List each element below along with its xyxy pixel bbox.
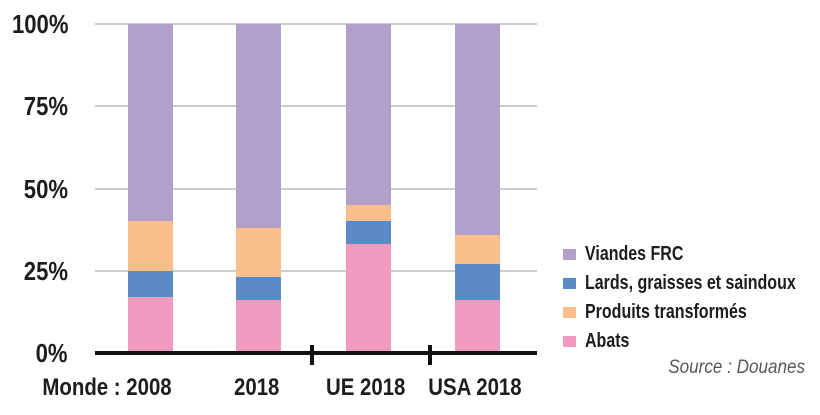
- legend-label: Lards, graisses et saindoux: [585, 272, 796, 294]
- source-note: Source : Douanes: [668, 357, 805, 378]
- bar-segment: [235, 227, 281, 278]
- legend-item: Abats: [563, 330, 820, 352]
- gridline-50: [95, 187, 537, 190]
- legend-swatch: [563, 248, 576, 260]
- x-axis-separator-tick-2: [428, 345, 432, 365]
- bar-segment: [454, 234, 500, 265]
- bar-segment: [345, 204, 391, 222]
- bar-segment: [127, 270, 173, 298]
- y-axis-label: 100%: [0, 10, 68, 38]
- bar-segment: [235, 300, 281, 353]
- bar-segment: [454, 300, 500, 353]
- chart-legend: Viandes FRC Lards, graisses et saindoux Pr…: [563, 243, 820, 359]
- y-axis-label-text: 0%: [36, 338, 68, 368]
- y-axis-label-text: 75%: [23, 91, 68, 122]
- x-axis-label-text: UE 2018: [326, 374, 406, 401]
- bar-segment: [454, 264, 500, 301]
- legend-label: Viandes FRC: [585, 243, 684, 265]
- bar-segment: [127, 24, 173, 222]
- y-axis-label: 75%: [0, 92, 68, 120]
- legend-item: Lards, graisses et saindoux: [563, 272, 820, 294]
- gridline-100: [95, 23, 537, 25]
- legend-label: Produits transformés: [585, 301, 747, 323]
- y-axis-label-text: 100%: [11, 9, 68, 39]
- legend-swatch: [563, 306, 576, 318]
- legend-swatch: [563, 335, 576, 347]
- legend-item: Viandes FRC: [563, 243, 820, 265]
- x-axis-label-text: Monde : 2008: [42, 374, 172, 401]
- bar-segment: [454, 24, 500, 235]
- x-axis-label: USA 2018: [375, 375, 575, 401]
- bar-segment: [127, 297, 173, 353]
- x-axis-label-text: 2018: [234, 374, 280, 401]
- bar-segment: [235, 24, 281, 228]
- y-axis-label: 25%: [0, 257, 68, 285]
- y-axis-label-text: 50%: [23, 173, 68, 204]
- gridline-75: [95, 105, 537, 108]
- x-axis-line: [95, 351, 537, 355]
- x-axis-label: Monde : 2008: [7, 375, 207, 401]
- legend-label: Abats: [585, 330, 630, 352]
- x-axis-label-text: USA 2018: [428, 374, 522, 401]
- bar-segment: [235, 277, 281, 301]
- legend-swatch: [563, 277, 576, 289]
- x-axis-separator-tick-1: [310, 345, 314, 365]
- bar-segment: [127, 221, 173, 271]
- y-axis-label: 50%: [0, 175, 68, 203]
- gridline-25: [95, 269, 537, 272]
- bar-segment: [345, 24, 391, 205]
- y-axis-label-text: 25%: [23, 255, 68, 286]
- legend-item: Produits transformés: [563, 301, 820, 323]
- bar-segment: [345, 221, 391, 245]
- y-axis-label: 0%: [0, 339, 68, 367]
- bar-segment: [345, 244, 391, 353]
- x-axis-label: 2018: [157, 375, 357, 401]
- x-axis-label: UE 2018: [266, 375, 466, 401]
